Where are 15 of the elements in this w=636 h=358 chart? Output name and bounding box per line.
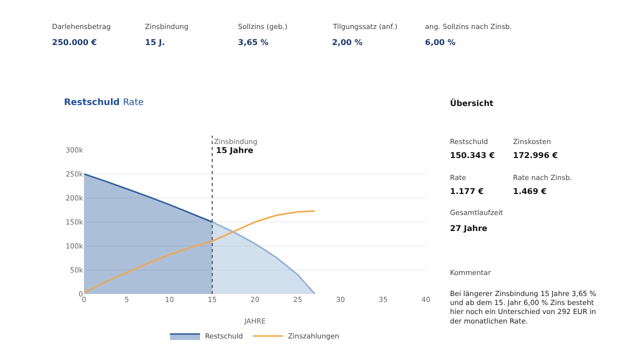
text: 150.343 € <box>450 151 496 160</box>
text: 6,00 % <box>425 38 456 47</box>
annotation: 15 Jahre <box>216 146 254 155</box>
text: 3,65 % <box>238 38 269 47</box>
text: Rate <box>123 98 144 108</box>
text: Übersicht <box>450 98 494 108</box>
text: 27 Jahre <box>450 224 488 233</box>
text: 2,00 % <box>332 38 363 47</box>
text: 15 J. <box>145 38 165 47</box>
text: 250.000 € <box>52 38 98 47</box>
line-series <box>84 210 316 294</box>
text: 1.177 € <box>450 187 484 196</box>
text: 1.469 € <box>513 187 548 196</box>
text: Restschuld <box>64 98 120 108</box>
text: 172.996 € <box>513 151 558 160</box>
